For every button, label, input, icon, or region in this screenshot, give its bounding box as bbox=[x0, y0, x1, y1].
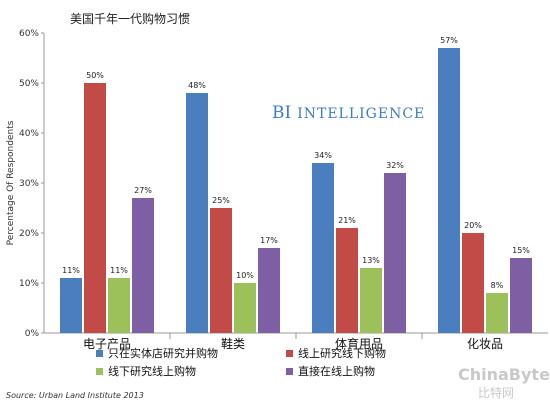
bar-value-label: 21% bbox=[338, 216, 356, 225]
legend-label: 线下研究线上购物 bbox=[108, 364, 196, 378]
y-tick-label: 60% bbox=[19, 29, 39, 39]
chart-bars bbox=[60, 48, 532, 333]
bar-value-label: 8% bbox=[491, 281, 504, 290]
bar bbox=[438, 48, 460, 333]
watermark-line1: ChinaByte bbox=[458, 365, 550, 384]
bar bbox=[312, 163, 334, 333]
brand-logo-first: BI bbox=[272, 103, 291, 123]
legend-label: 线上研究线下购物 bbox=[298, 346, 386, 360]
bar bbox=[84, 83, 106, 333]
y-tick-label: 30% bbox=[19, 179, 39, 189]
bar bbox=[486, 293, 508, 333]
bar-value-label: 25% bbox=[212, 196, 230, 205]
bar-value-label: 50% bbox=[86, 71, 104, 80]
bar bbox=[108, 278, 130, 333]
y-axis-title: Percentage Of Respondents bbox=[6, 120, 16, 245]
bar-value-label: 11% bbox=[110, 266, 128, 275]
legend-swatch bbox=[286, 350, 293, 357]
legend-label: 直接在线上购物 bbox=[298, 364, 375, 378]
bar-value-label: 34% bbox=[314, 151, 332, 160]
y-tick-label: 0% bbox=[25, 329, 40, 339]
bar bbox=[336, 228, 358, 333]
bar bbox=[132, 198, 154, 333]
chart-data-labels: 11% 50% 11% 27% 48% 25% 10% 17% 34% 21% 13% 32% 57% 2… bbox=[62, 36, 530, 290]
source-note: Source: Urban Land Institute 2013 bbox=[6, 391, 144, 400]
bar bbox=[384, 173, 406, 333]
bar-value-label: 13% bbox=[362, 256, 380, 265]
x-tick-label: 鞋类 bbox=[221, 336, 245, 351]
bar bbox=[60, 278, 82, 333]
chart-title: 美国千年一代购物习惯 bbox=[70, 11, 190, 26]
x-tick-label: 体育用品 bbox=[335, 336, 383, 351]
bar bbox=[258, 248, 280, 333]
chart-category-labels: 电子产品 鞋类 体育用品 化妆品 bbox=[83, 336, 503, 351]
bar bbox=[210, 208, 232, 333]
bar-value-label: 32% bbox=[386, 161, 404, 170]
bar-value-label: 48% bbox=[188, 81, 206, 90]
watermark: ChinaByte 比特网 bbox=[458, 365, 550, 400]
y-tick-label: 10% bbox=[19, 279, 39, 289]
legend-label: 只在实体店研究并购物 bbox=[108, 346, 218, 360]
bar-value-label: 15% bbox=[512, 246, 530, 255]
bar bbox=[234, 283, 256, 333]
bar bbox=[186, 93, 208, 333]
bar-value-label: 11% bbox=[62, 266, 80, 275]
bar-value-label: 57% bbox=[440, 36, 458, 45]
bar bbox=[360, 268, 382, 333]
legend-swatch bbox=[286, 368, 293, 375]
legend-swatch bbox=[96, 350, 103, 357]
watermark-line2: 比特网 bbox=[478, 385, 514, 400]
bar-value-label: 17% bbox=[260, 236, 278, 245]
bar bbox=[462, 233, 484, 333]
y-tick-label: 50% bbox=[19, 79, 39, 89]
legend-swatch bbox=[96, 368, 103, 375]
x-tick-label: 化妆品 bbox=[467, 337, 503, 351]
bar-value-label: 20% bbox=[464, 221, 482, 230]
brand-logo-second: Intelligence bbox=[297, 106, 425, 122]
bar-value-label: 10% bbox=[236, 271, 254, 280]
bar-value-label: 27% bbox=[134, 186, 152, 195]
bar bbox=[510, 258, 532, 333]
y-tick-label: 40% bbox=[19, 129, 39, 139]
x-tick-label: 电子产品 bbox=[83, 337, 131, 351]
y-tick-label: 20% bbox=[19, 229, 39, 239]
brand-logo: BI Intelligence bbox=[272, 103, 425, 123]
